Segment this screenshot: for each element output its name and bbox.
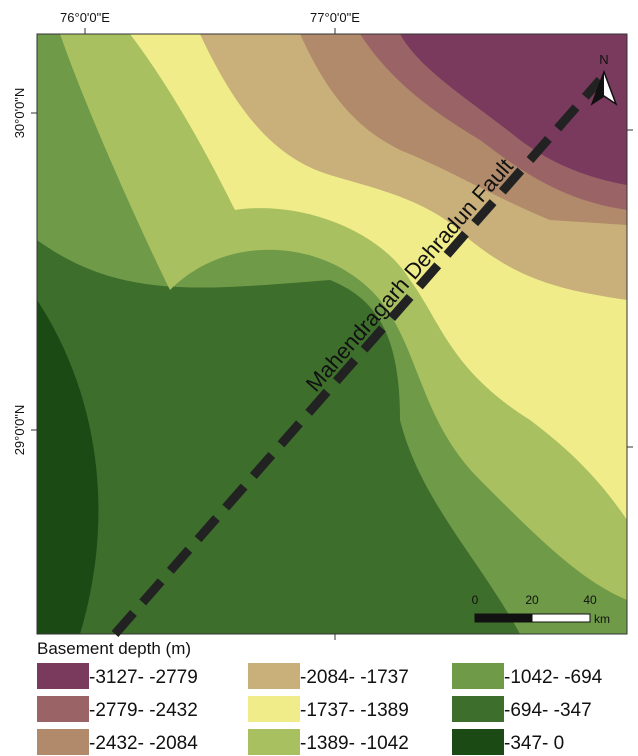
latitude-label: 29°0'0"N — [12, 405, 27, 456]
legend-swatch — [452, 729, 504, 755]
legend-swatch — [248, 663, 300, 689]
map-figure: 76°0'0"E 77°0'0"E 30°0'0"N 29°0'0"N Mahe… — [0, 0, 638, 756]
legend-swatch — [37, 729, 89, 755]
legend-label: -1737- -1389 — [300, 700, 409, 721]
legend-title: Basement depth (m) — [37, 639, 191, 658]
legend-label: -2084- -1737 — [300, 667, 409, 688]
legend-swatch — [248, 729, 300, 755]
legend-label: -3127- -2779 — [89, 667, 198, 688]
legend-swatch — [248, 696, 300, 722]
legend-label: -2432- -2084 — [89, 733, 198, 754]
legend-label: -1389- -1042 — [300, 733, 409, 754]
scale-label: 0 — [472, 593, 479, 607]
legend-label: -694- -347 — [504, 700, 592, 721]
legend: -3127- -2779 -2779- -2432 -2432- -2084 -208… — [37, 663, 603, 755]
latitude-label: 30°0'0"N — [12, 88, 27, 139]
legend-swatch — [452, 696, 504, 722]
legend-swatch — [452, 663, 504, 689]
legend-swatch — [37, 696, 89, 722]
scale-label: 40 — [583, 593, 597, 607]
north-label: N — [599, 52, 608, 67]
legend-label: -347- 0 — [504, 733, 564, 754]
longitude-label: 76°0'0"E — [60, 10, 110, 25]
longitude-label: 77°0'0"E — [310, 10, 360, 25]
scale-unit: km — [594, 612, 610, 626]
depth-zones — [37, 34, 627, 634]
legend-label: -2779- -2432 — [89, 700, 198, 721]
legend-label: -1042- -694 — [504, 667, 603, 688]
scale-label: 20 — [525, 593, 539, 607]
legend-swatch — [37, 663, 89, 689]
